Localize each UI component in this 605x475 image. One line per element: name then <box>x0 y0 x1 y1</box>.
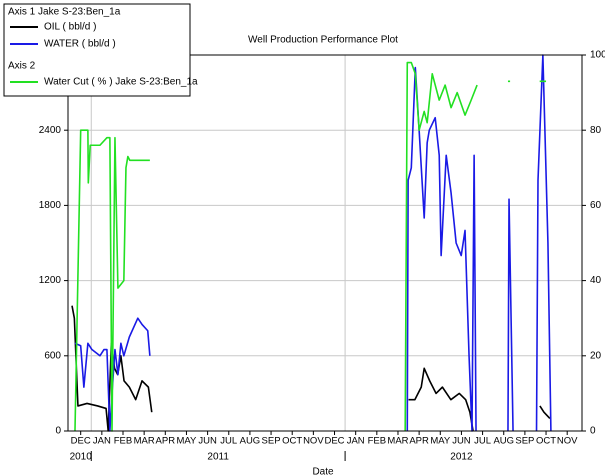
series-line <box>71 305 551 432</box>
series-line <box>74 61 547 432</box>
x-tick-label: AUG <box>493 436 514 447</box>
plot-frame <box>67 54 583 432</box>
legend-header: Axis 2 <box>8 61 36 72</box>
x-tick-label: OCT <box>282 436 302 447</box>
legend-header: Axis 1 Jake S-23:Ben_1a <box>8 7 121 18</box>
x-tick-label: OCT <box>536 436 556 447</box>
x-tick-label: SEP <box>515 436 534 447</box>
x-tick-label: FEB <box>114 436 132 447</box>
legend-label: OIL ( bbl/d ) <box>44 22 96 33</box>
x-tick-label: MAY <box>430 436 451 447</box>
y2-tick-label: 100 <box>590 50 605 61</box>
x-tick-label: NOV <box>303 436 324 447</box>
x-tick-label: JUN <box>452 436 471 447</box>
y2-tick-label: 0 <box>590 426 596 437</box>
x-tick-label: NOV <box>557 436 578 447</box>
y2-tick-label: 80 <box>590 125 602 136</box>
y2-tick-label: 60 <box>590 200 602 211</box>
chart-title: Well Production Performance Plot <box>248 35 398 46</box>
plot-area <box>68 54 582 432</box>
year-label: 2010 <box>70 452 93 463</box>
year-label: 2011 <box>207 452 229 463</box>
x-tick-label: FEB <box>368 436 386 447</box>
x-tick-label: APR <box>409 436 429 447</box>
y-tick-label: 1800 <box>39 200 62 211</box>
x-tick-label: JAN <box>93 436 111 447</box>
x-tick-label: DEC <box>324 436 344 447</box>
x-axis-label: Date <box>312 467 334 475</box>
y-tick-label: 2400 <box>39 125 62 136</box>
legend: Axis 1 Jake S-23:Ben_1a Axis 2 OIL ( bbl… <box>3 3 198 97</box>
x-tick-label: SEP <box>262 436 281 447</box>
year-label: 2012 <box>450 452 473 463</box>
x-tick-label: MAY <box>177 436 198 447</box>
y-tick-label: 600 <box>44 350 61 361</box>
x-tick-label: APR <box>156 436 176 447</box>
x-tick-label: JUN <box>198 436 217 447</box>
x-tick-label: JUL <box>474 436 491 447</box>
legend-label: WATER ( bbl/d ) <box>44 39 116 50</box>
x-tick-label: JAN <box>347 436 365 447</box>
x-tick-label: JUL <box>220 436 237 447</box>
y-tick-label: 0 <box>55 426 61 437</box>
x-tick-label: MAR <box>387 436 408 447</box>
y-tick-label: 1200 <box>39 275 62 286</box>
x-tick-label: AUG <box>240 436 261 447</box>
legend-label: Water Cut ( % ) Jake S-23:Ben_1a <box>44 77 198 88</box>
legend-box <box>3 3 191 97</box>
y2-tick-label: 40 <box>590 275 602 286</box>
y2-tick-label: 20 <box>590 350 602 361</box>
x-tick-label: DEC <box>71 436 91 447</box>
x-tick-label: MAR <box>134 436 155 447</box>
